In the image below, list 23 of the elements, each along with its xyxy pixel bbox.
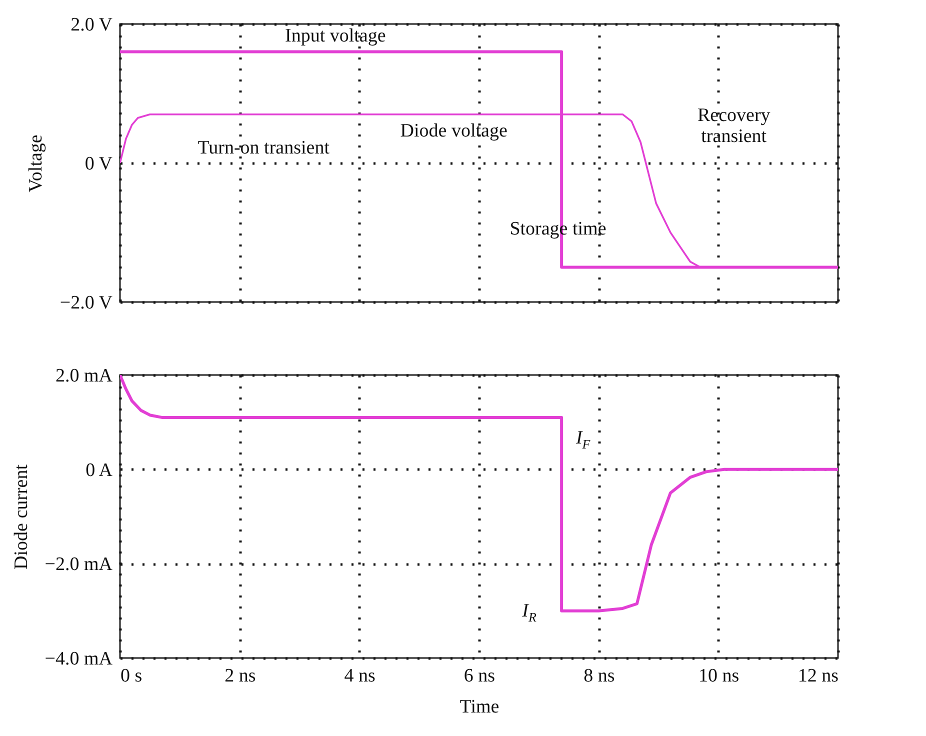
- y-tick-label: 0 A: [86, 460, 113, 481]
- y-axis-title: Voltage: [26, 134, 47, 192]
- x-tick-label: 4 ns: [344, 666, 376, 686]
- annotation: Diode voltage: [400, 120, 508, 143]
- annotation: I$_{F}$: [576, 428, 590, 452]
- x-tick-label: 12 ns: [798, 666, 838, 686]
- annotation: Recovery transient: [697, 104, 770, 148]
- x-tick-label: 2 ns: [224, 666, 256, 686]
- annotation: Input voltage: [285, 25, 386, 47]
- y-tick-label: −2.0 V: [60, 292, 113, 314]
- x-tick-label: 10 ns: [698, 666, 740, 686]
- annotation: Turn-on transient: [198, 138, 330, 160]
- y-tick-label: −4.0 mA: [44, 648, 113, 670]
- y-tick-label: 0 V: [84, 154, 113, 174]
- y-tick-label: −2.0 mA: [44, 554, 113, 576]
- y-tick-label: 2.0 V: [70, 14, 113, 36]
- y-axis-title: Diode current: [10, 464, 32, 570]
- x-tick-label: 8 ns: [584, 666, 615, 686]
- x-axis-title: Time: [460, 696, 500, 718]
- x-tick-label: 6 ns: [464, 666, 496, 686]
- y-tick-label: 2.0 mA: [56, 366, 113, 386]
- x-tick-label: 0 s: [120, 666, 142, 686]
- annotation: I$_{R}$: [522, 600, 536, 624]
